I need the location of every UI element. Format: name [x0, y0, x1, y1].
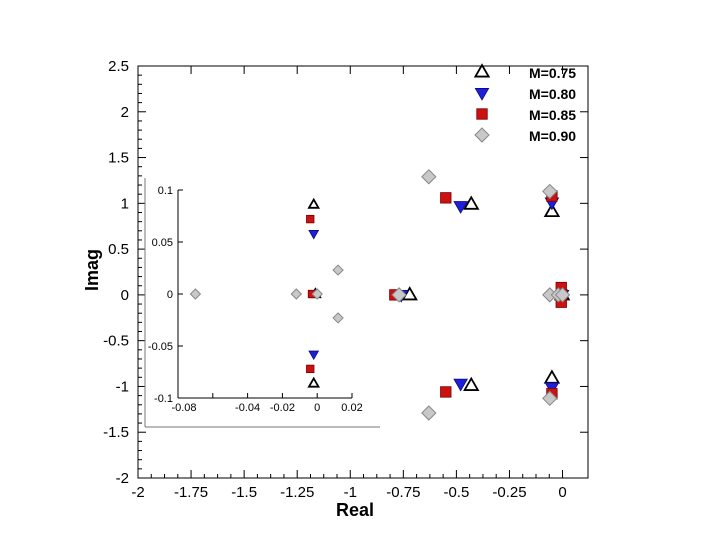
main-plot-frame [137, 65, 589, 479]
main-x-tick-label: -2 [131, 484, 144, 501]
inset-background [145, 178, 380, 427]
inset-point-series-2 [308, 350, 320, 361]
main-point-series-2 [453, 378, 468, 392]
inset-point-series-4 [332, 264, 344, 276]
inset-plot: -0.08 -0.04 -0.02 0 0.02 0.1 0.05 0 -0.05 -0.1 [144, 178, 380, 428]
main-point-series-4 [421, 169, 437, 185]
main-point-series-4 [542, 390, 558, 407]
inset-y-tick-label: -0.1 [154, 393, 173, 405]
legend-marker-1 [473, 63, 491, 78]
main-y-tick-label: 1.5 [108, 150, 129, 167]
main-y-tick-label: -1.5 [103, 424, 129, 441]
legend-item-4: M=0.90 [474, 127, 576, 144]
main-x-tick-label: -1.25 [280, 484, 314, 501]
inset-point-series-2 [308, 230, 320, 240]
main-x-axis-title: Real [336, 500, 374, 520]
main-x-tick-label: -0.75 [386, 484, 420, 501]
main-point-series-1 [543, 202, 561, 218]
main-y-axis: 2.5 2 1.5 1 0.5 0 -0.5 -1 -1.5 -2 [103, 58, 588, 487]
main-point-series-2 [453, 201, 468, 214]
legend-item-1: M=0.75 [473, 63, 576, 81]
main-point-series-1 [463, 376, 480, 391]
inset-point-series-3 [306, 214, 315, 224]
legend-label-3: M=0.85 [529, 107, 576, 123]
main-x-axis: -2 -1.75 -1.5 -1.25 -1 -0.75 -0.5 -0.25 0 [131, 66, 567, 501]
main-x-tick-label: -0.5 [443, 484, 469, 501]
main-y-tick-label: 2.5 [108, 58, 129, 75]
main-x-tick-label: 0 [558, 484, 566, 501]
main-x-tick-label: -1 [344, 484, 357, 501]
legend-marker-2 [474, 88, 490, 101]
inset-point-series-4 [311, 288, 323, 300]
legend-item-2: M=0.80 [474, 86, 576, 102]
main-y-tick-label: -0.5 [103, 333, 129, 350]
main-y-tick-label: 1 [121, 195, 129, 212]
main-data-points [389, 169, 571, 421]
main-point-series-4 [391, 287, 407, 303]
main-point-series-1 [543, 369, 561, 384]
main-y-tick-label: 2 [121, 104, 129, 121]
main-point-series-1 [463, 195, 480, 210]
inset-y-tick-label: -0.05 [148, 341, 173, 353]
main-y-tick-label: -1 [116, 378, 129, 395]
inset-point-series-3 [306, 364, 315, 374]
legend-label-1: M=0.75 [529, 65, 576, 81]
main-point-series-4 [554, 287, 571, 303]
legend-item-3: M=0.85 [476, 107, 576, 123]
inset-point-series-1 [307, 376, 321, 388]
main-point-series-4 [421, 405, 437, 421]
inset-y-tick-label: 0 [167, 289, 173, 301]
inset-x-tick-label: -0.04 [235, 402, 260, 414]
inset-data-points [189, 197, 344, 388]
main-x-tick-label: -0.25 [492, 484, 526, 501]
inset-point-series-4 [290, 288, 303, 300]
legend-marker-4 [474, 127, 490, 143]
inset-y-tick-label: 0.1 [158, 185, 173, 197]
main-y-axis-title: Imag [82, 249, 102, 291]
main-plot: -2 -1.75 -1.5 -1.25 -1 -0.75 -0.5 -0.25 0 2.5 2 1.… [82, 58, 589, 520]
inset-point-series-1 [307, 197, 321, 209]
inset-point-series-4 [332, 312, 344, 324]
legend: M=0.75 M=0.80 M=0.85 M=0.90 [473, 63, 576, 144]
main-point-series-3 [440, 386, 452, 398]
inset-x-tick-label: 0 [314, 402, 320, 414]
inset-point-series-4 [189, 288, 202, 300]
inset-x-tick-label: -0.02 [270, 402, 295, 414]
main-y-tick-label: -2 [116, 470, 129, 487]
legend-label-4: M=0.90 [529, 128, 576, 144]
main-point-series-3 [440, 192, 452, 204]
main-x-tick-label: -1.75 [174, 484, 208, 501]
inset-x-tick-label: -0.08 [171, 402, 196, 414]
main-y-tick-label: 0.5 [108, 241, 129, 258]
main-x-tick-label: -1.5 [231, 484, 257, 501]
main-y-tick-label: 0 [121, 287, 129, 304]
inset-x-tick-label: 0.02 [341, 402, 362, 414]
inset-x-axis: -0.08 -0.04 -0.02 0 0.02 [171, 393, 363, 414]
inset-y-axis: 0.1 0.05 0 -0.05 -0.1 [148, 185, 183, 405]
main-point-series-4 [542, 183, 558, 200]
legend-marker-3 [476, 108, 488, 120]
inset-y-tick-label: 0.05 [152, 237, 173, 249]
legend-label-2: M=0.80 [529, 86, 576, 102]
